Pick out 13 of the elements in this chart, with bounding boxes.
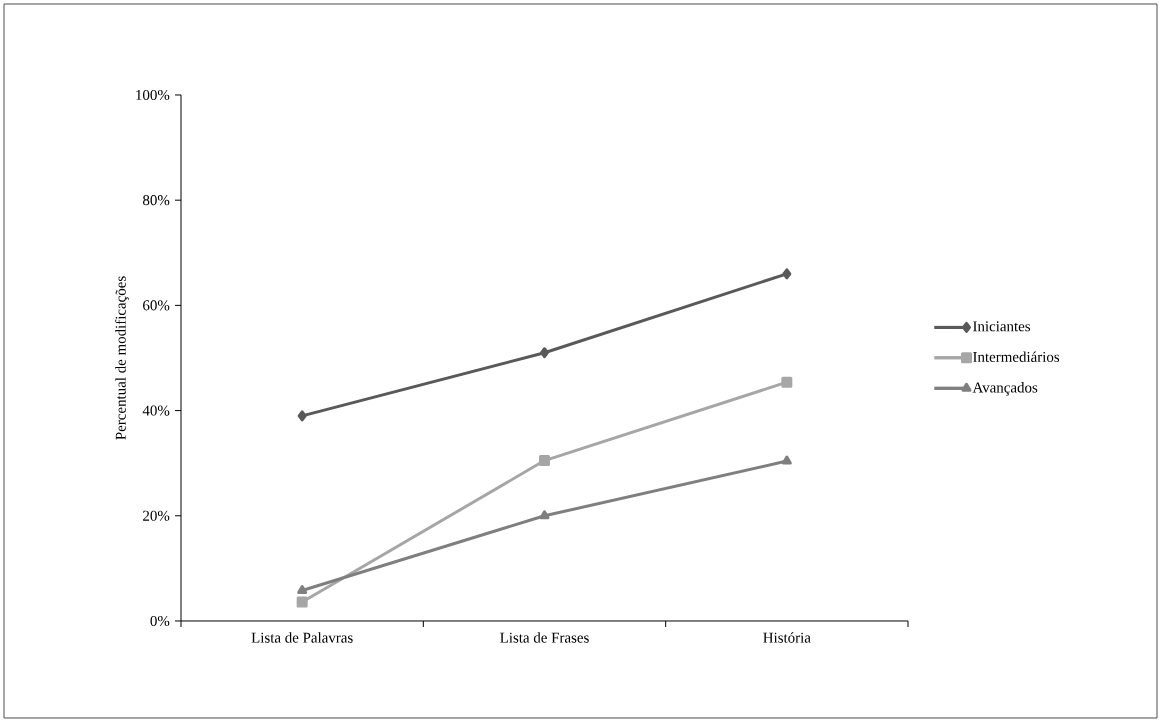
y-axis-title: Percentual de modificações	[115, 276, 129, 440]
x-tick-label: Lista de Palavras	[251, 632, 353, 643]
x-tick-label: História	[763, 632, 811, 643]
legend-label: Iniciantes	[973, 321, 1031, 332]
legend-label: Avançados	[972, 382, 1038, 396]
y-tick-label: 40%	[142, 405, 170, 416]
y-tick-label: 60%	[143, 300, 170, 311]
y-tick-label: 100%	[136, 89, 170, 101]
x-tick-label: Lista de Frases	[500, 632, 589, 643]
legend-label: Intermediários	[973, 351, 1060, 362]
y-tick-label: 80%	[143, 195, 170, 206]
y-tick-label: 0%	[150, 615, 170, 627]
y-tick-label: 20%	[143, 510, 170, 521]
